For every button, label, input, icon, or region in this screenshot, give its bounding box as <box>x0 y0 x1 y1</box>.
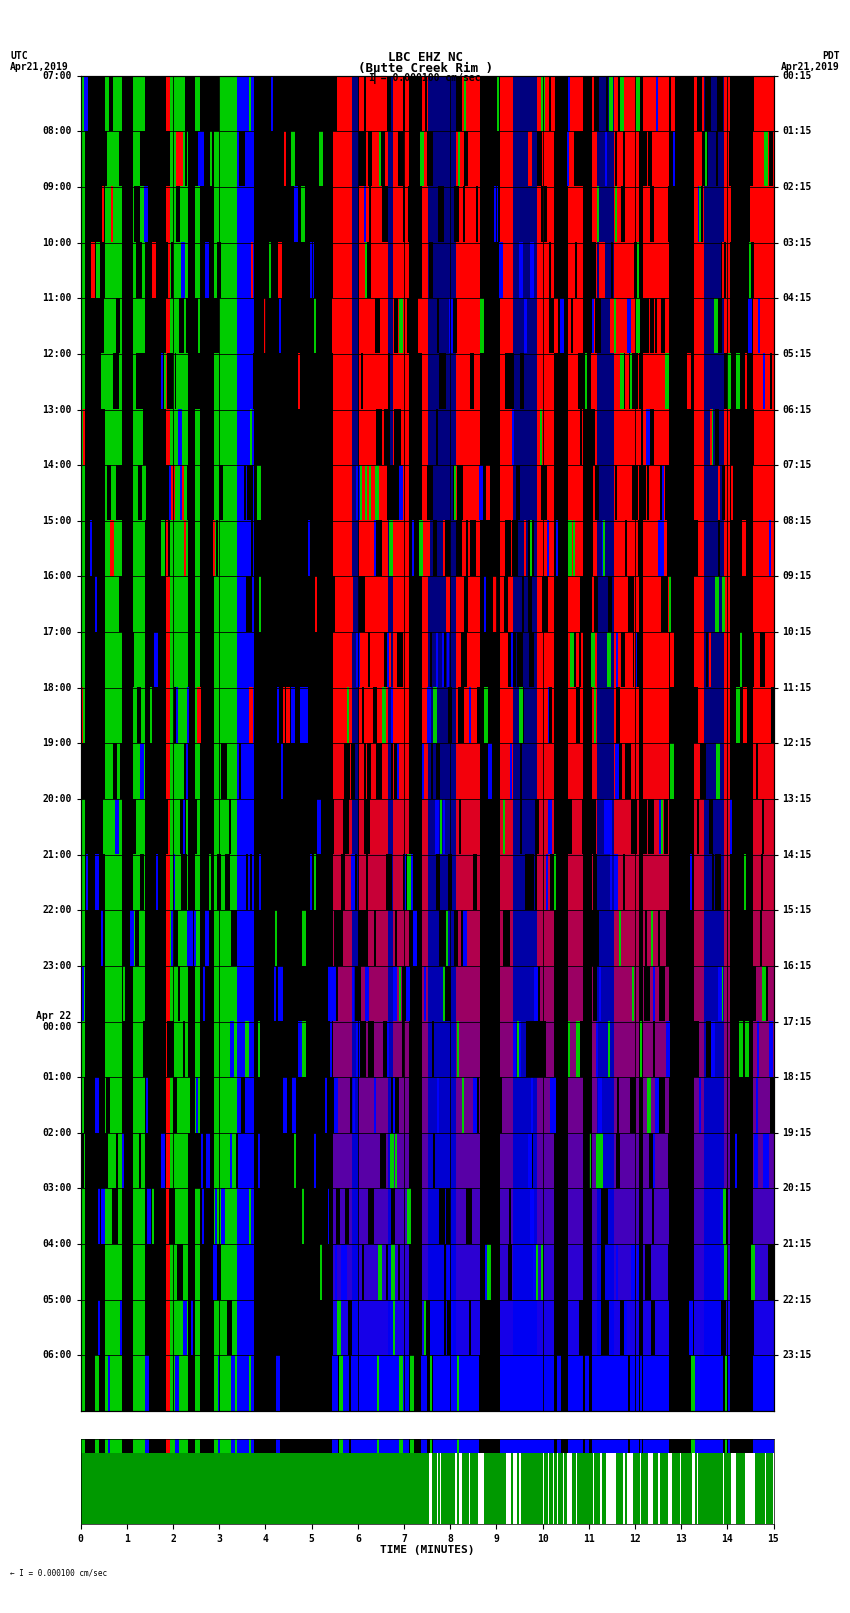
Text: I = 0.000100 cm/sec: I = 0.000100 cm/sec <box>369 73 481 82</box>
Text: UTC: UTC <box>10 50 28 61</box>
Text: Apr21,2019: Apr21,2019 <box>781 63 840 73</box>
Text: Apr21,2019: Apr21,2019 <box>10 63 69 73</box>
Text: ← I = 0.000100 cm/sec: ← I = 0.000100 cm/sec <box>10 1568 107 1578</box>
Text: PDT: PDT <box>822 50 840 61</box>
Text: (Butte Creek Rim ): (Butte Creek Rim ) <box>358 63 492 76</box>
X-axis label: TIME (MINUTES): TIME (MINUTES) <box>380 1545 474 1555</box>
Text: |: | <box>371 71 378 84</box>
Text: LBC EHZ NC: LBC EHZ NC <box>388 50 462 65</box>
